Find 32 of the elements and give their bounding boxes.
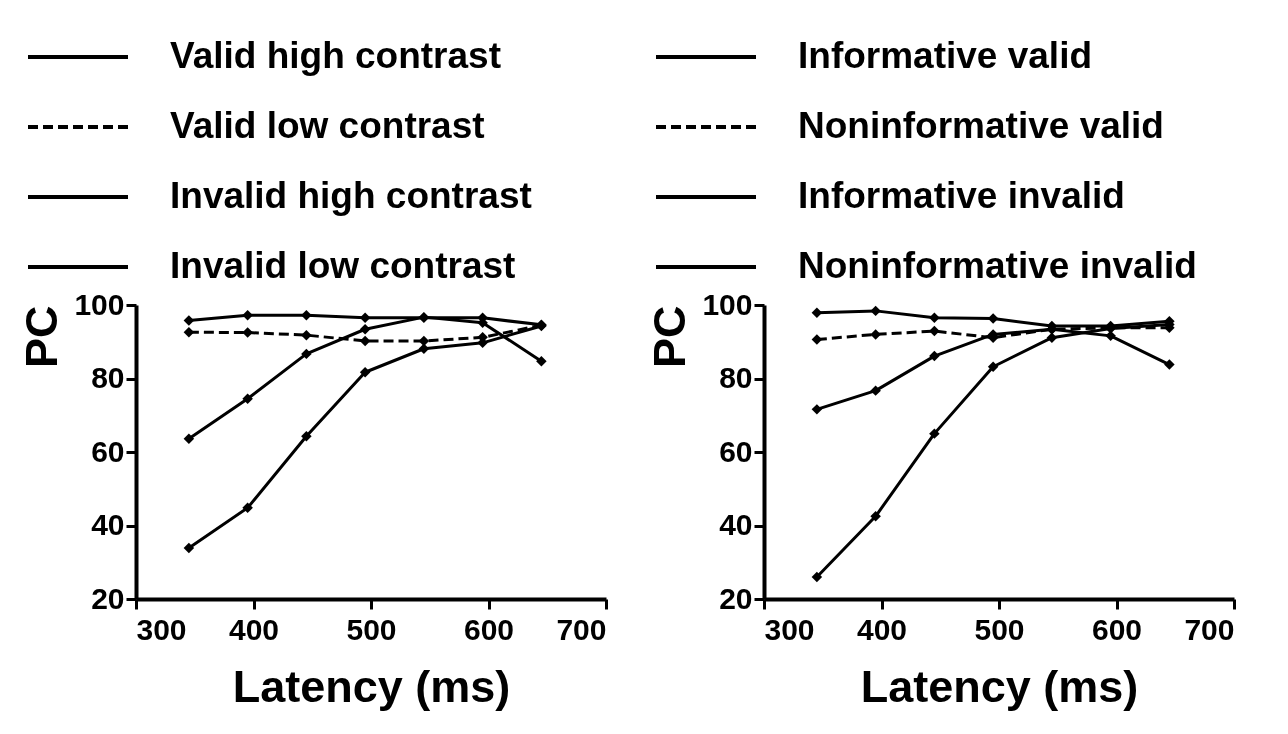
x-tick-label: 500	[974, 612, 1025, 646]
x-tick-label: 300	[136, 612, 187, 646]
legend-label: Informative valid	[798, 35, 1093, 76]
y-tick-label: 60	[91, 434, 125, 468]
y-tick-label: 20	[91, 581, 125, 615]
y-tick-label: 100	[74, 287, 125, 321]
x-axis-title: Latency (ms)	[860, 660, 1139, 712]
x-axis-title: Latency (ms)	[232, 660, 511, 712]
x-tick-label: 600	[463, 612, 515, 646]
legend-label: Noninformative invalid	[798, 245, 1197, 286]
y-tick-label: 60	[719, 434, 753, 468]
y-tick-label: 40	[91, 508, 125, 541]
legend-label: Valid low contrast	[170, 105, 485, 146]
legend-label: Invalid high contrast	[170, 175, 532, 216]
y-tick-label: 80	[91, 361, 125, 394]
y-tick-label: 20	[719, 581, 753, 615]
y-tick-label: 100	[702, 287, 753, 321]
legend-label: Valid high contrast	[170, 35, 501, 76]
legend-label: Noninformative valid	[798, 105, 1164, 146]
y-tick-label: 80	[719, 361, 753, 394]
x-tick-label: 400	[228, 612, 280, 646]
x-tick-label: 500	[346, 612, 397, 646]
y-tick-label: 40	[719, 508, 753, 541]
x-tick-label: 300	[764, 612, 815, 646]
x-tick-label: 600	[1091, 612, 1143, 646]
y-axis-title: PC	[644, 305, 696, 369]
x-tick-label: 700	[556, 612, 607, 646]
x-tick-label: 400	[856, 612, 908, 646]
x-tick-label: 700	[1184, 612, 1235, 646]
y-axis-title: PC	[16, 305, 68, 369]
legend-label: Informative invalid	[798, 175, 1125, 216]
legend-label: Invalid low contrast	[170, 245, 516, 286]
